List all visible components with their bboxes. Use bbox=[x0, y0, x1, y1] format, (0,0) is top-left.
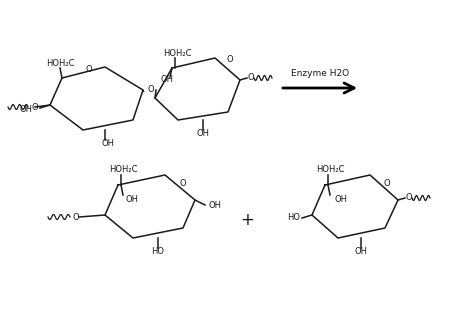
Text: OH: OH bbox=[161, 76, 173, 85]
Text: OH: OH bbox=[335, 195, 348, 204]
Text: OH: OH bbox=[19, 106, 32, 115]
Text: O: O bbox=[383, 179, 390, 188]
Text: OH: OH bbox=[355, 248, 368, 256]
Text: O: O bbox=[180, 179, 186, 188]
Text: HOH₂C: HOH₂C bbox=[46, 60, 74, 69]
Text: O: O bbox=[248, 73, 255, 83]
Text: O: O bbox=[85, 65, 92, 74]
Text: HO: HO bbox=[152, 248, 164, 256]
Text: OH: OH bbox=[126, 195, 139, 204]
Text: HOH₂C: HOH₂C bbox=[316, 166, 344, 174]
Text: O: O bbox=[31, 102, 37, 112]
Text: O: O bbox=[406, 194, 413, 203]
Text: HO: HO bbox=[287, 213, 300, 222]
Text: Enzyme H2O: Enzyme H2O bbox=[291, 70, 349, 78]
Text: O: O bbox=[73, 212, 80, 221]
Text: OH: OH bbox=[197, 130, 210, 138]
Text: OH: OH bbox=[101, 139, 115, 149]
Text: OH: OH bbox=[209, 201, 222, 210]
Text: HOH₂C: HOH₂C bbox=[109, 166, 137, 174]
Text: HOH₂C: HOH₂C bbox=[163, 48, 191, 57]
Text: +: + bbox=[240, 211, 254, 229]
Text: O: O bbox=[148, 85, 155, 94]
Text: O: O bbox=[227, 56, 233, 64]
